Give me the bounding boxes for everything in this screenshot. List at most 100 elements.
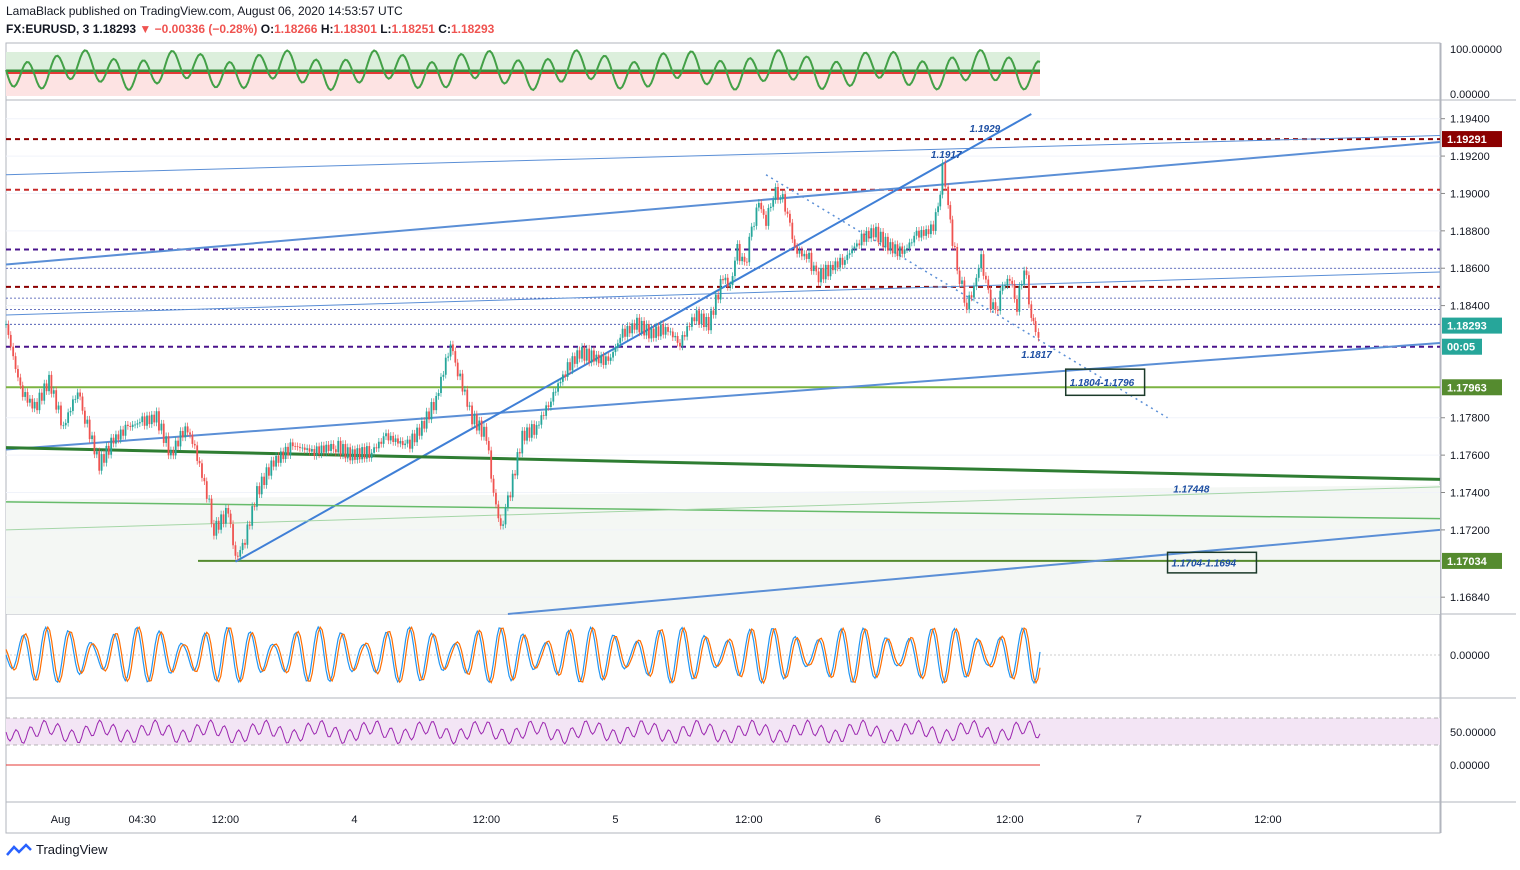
tradingview-logo-icon <box>6 842 32 856</box>
candle-body <box>299 446 301 449</box>
candle-body <box>511 473 514 498</box>
candle-body <box>875 226 877 238</box>
candle-body <box>1001 285 1004 291</box>
price-badge-label: 1.18293 <box>1447 321 1487 333</box>
candle-body <box>657 326 660 337</box>
candle-body <box>186 426 189 433</box>
candle-body <box>996 309 999 311</box>
candle-body <box>898 246 901 257</box>
candle-body <box>731 276 734 286</box>
candle-body <box>315 446 318 456</box>
candle-body <box>40 392 43 401</box>
candle-body <box>973 286 975 298</box>
candle-body <box>561 374 564 382</box>
mid-channel-line <box>5 271 1441 316</box>
change-value: ▼ −0.00336 (−0.28%) <box>139 22 258 36</box>
price-tick-label: 1.18800 <box>1450 226 1490 238</box>
candle-body <box>495 492 497 505</box>
candle-body <box>449 344 452 357</box>
candle-body <box>894 244 896 254</box>
price-annotation: 1.17448 <box>1173 485 1210 496</box>
candle-body <box>748 236 751 263</box>
candle-body <box>224 508 227 524</box>
candle-body <box>420 420 423 436</box>
price-annotation: 1.1917 <box>931 150 962 161</box>
last-price: 1.18293 <box>92 22 137 36</box>
candle-body <box>941 163 944 195</box>
candle-body <box>882 231 885 248</box>
candle-body <box>461 373 464 392</box>
candle-body <box>253 506 256 507</box>
candle-body <box>117 434 120 440</box>
candle-body <box>141 416 144 423</box>
candle-body <box>1020 284 1023 286</box>
candle-body <box>471 405 473 425</box>
candle-body <box>746 261 748 263</box>
high-value: 1.18301 <box>333 22 377 36</box>
lower-trendline <box>5 341 1441 451</box>
candle-body <box>910 242 913 244</box>
candle-body <box>119 429 122 440</box>
green-line-3 <box>5 486 1441 531</box>
candle-body <box>980 254 983 269</box>
candle-body <box>55 390 58 410</box>
high-label: H: <box>320 22 334 36</box>
candle-body <box>129 425 132 427</box>
candle-body <box>81 396 84 411</box>
candle-body <box>619 337 622 344</box>
candle-body <box>514 473 516 476</box>
candle-body <box>270 460 273 476</box>
candle-body <box>903 249 906 254</box>
candle-body <box>628 326 631 334</box>
time-tick-label: 7 <box>1136 814 1142 826</box>
candle-body <box>578 350 581 359</box>
candle-body <box>832 264 834 271</box>
candle-body <box>786 211 789 214</box>
candle-body <box>982 254 985 276</box>
candle-body <box>275 455 277 467</box>
candle-body <box>700 313 703 325</box>
candle-body <box>872 228 875 238</box>
tradingview-footer[interactable]: TradingView <box>6 842 108 857</box>
candle-body <box>17 368 19 378</box>
candle-body <box>19 377 22 386</box>
candle-body <box>738 243 741 262</box>
candle-body <box>925 229 928 236</box>
candle-body <box>906 248 908 250</box>
macd-tick-label: 0.00000 <box>1450 650 1490 662</box>
candle-body <box>52 390 55 394</box>
candle-body <box>662 324 665 335</box>
time-tick-label: 12:00 <box>1254 814 1282 826</box>
price-annotation: 1.1929 <box>970 124 1001 135</box>
candle-body <box>526 427 528 441</box>
candle-body <box>440 376 442 394</box>
candle-body <box>201 463 203 478</box>
candle-body <box>722 278 724 281</box>
candle-body <box>707 316 710 331</box>
candle-body <box>95 451 98 455</box>
candle-body <box>965 302 968 310</box>
candle-body <box>215 520 218 536</box>
candle-body <box>437 393 440 396</box>
candle-body <box>344 444 347 459</box>
candle-body <box>45 383 48 392</box>
symbol-label[interactable]: FX:EURUSD, 3 <box>6 22 90 36</box>
candle-body <box>1008 278 1011 281</box>
close-value: 1.18293 <box>450 22 495 36</box>
green-line-2 <box>5 501 1441 520</box>
upper-trendline <box>5 141 1441 266</box>
candle-body <box>1032 317 1035 322</box>
candle-body <box>554 391 557 393</box>
candle-body <box>196 445 199 461</box>
candle-body <box>490 450 493 479</box>
candle-body <box>1011 280 1014 284</box>
candle-body <box>217 520 220 530</box>
candle-body <box>918 230 920 238</box>
candle-body <box>724 277 727 281</box>
candle-body <box>365 446 368 459</box>
candle-body <box>659 324 662 337</box>
candle-body <box>385 433 387 437</box>
candle-body <box>423 420 426 429</box>
candle-body <box>287 446 289 456</box>
